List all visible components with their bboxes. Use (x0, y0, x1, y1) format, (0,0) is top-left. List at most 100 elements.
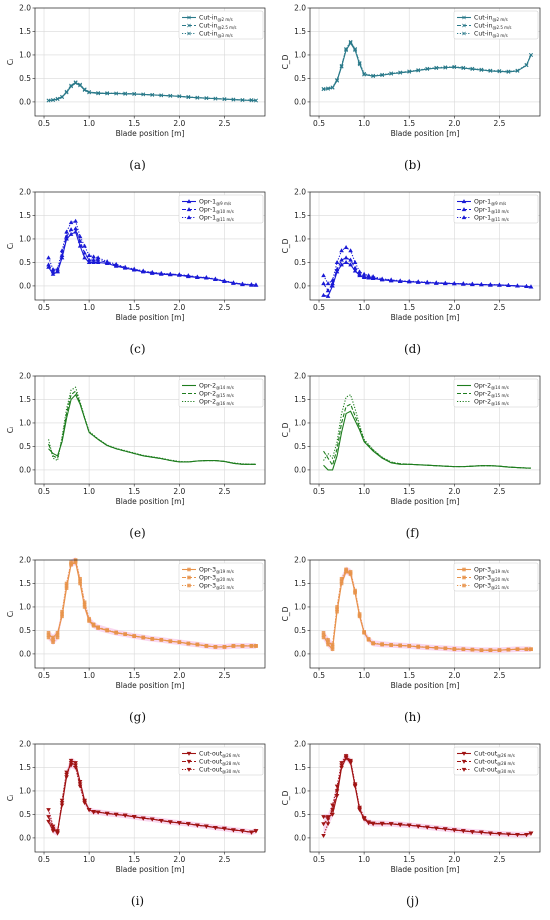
x-tick-label: 1.0 (83, 303, 95, 312)
data-point (46, 633, 51, 637)
series-line (323, 393, 531, 469)
x-tick-label: 2.5 (493, 855, 505, 864)
data-point (398, 643, 402, 648)
data-point (186, 273, 191, 278)
data-point (87, 90, 92, 94)
series-1 (46, 226, 259, 287)
data-point (321, 86, 326, 91)
data-point (497, 648, 502, 652)
data-point (343, 754, 349, 759)
data-point (470, 830, 475, 835)
data-point (186, 94, 191, 99)
data-point (343, 260, 349, 265)
data-point (46, 819, 51, 824)
x-tick-label: 0.5 (38, 855, 50, 864)
data-point (343, 245, 349, 250)
panel-caption: (i) (130, 894, 145, 908)
data-point (352, 265, 358, 270)
data-point (370, 274, 376, 279)
data-point (95, 257, 101, 262)
y-axis-label: Cₗ (6, 59, 15, 65)
data-point (91, 622, 96, 627)
x-tick-label: 1.5 (403, 855, 415, 864)
data-point (105, 91, 110, 95)
data-point (415, 279, 421, 284)
series-line (323, 403, 531, 469)
data-point (357, 271, 362, 276)
legend-marker (187, 567, 191, 572)
x-tick-label: 2.5 (493, 487, 505, 496)
data-point (113, 812, 119, 817)
data-point (46, 808, 51, 813)
panel-caption: (a) (129, 158, 146, 172)
data-point (425, 66, 430, 71)
data-point (452, 64, 457, 69)
data-point (488, 648, 493, 652)
y-tick-label: 1.0 (294, 235, 306, 244)
data-point (177, 821, 182, 826)
data-point (64, 89, 69, 94)
data-point (68, 761, 74, 766)
series-line (48, 559, 256, 648)
y-tick-label: 1.0 (294, 419, 306, 428)
chart-panel-e: 0.5 1.0 1.5 2.0 2.5 0.0 0.5 1.0 1.5 2.0 Blade posi… (0, 368, 275, 552)
data-point (69, 83, 73, 88)
legend-entry: Cut-out@30 m/s (199, 767, 240, 774)
x-tick-label: 0.5 (313, 487, 325, 496)
x-tick-label: 1.5 (128, 855, 140, 864)
legend-box (178, 746, 264, 776)
data-point (334, 269, 340, 274)
x-tick-label: 2.5 (218, 487, 230, 496)
chart-panel-c: 0.5 1.0 1.5 2.0 2.5 0.0 0.5 1.0 1.5 2.0 Blade posi… (0, 184, 275, 368)
data-point (335, 609, 339, 614)
y-tick-label: 0.5 (19, 74, 31, 83)
legend-entry: Opr-1@9 m/s (474, 199, 506, 206)
series-2 (321, 245, 534, 289)
data-point (407, 69, 412, 74)
data-point (424, 825, 430, 830)
legend-entry: Opr-1@10 m/s (474, 207, 509, 214)
data-point (442, 280, 448, 285)
data-point (177, 94, 182, 99)
data-point (506, 832, 511, 837)
legend-entry: Cut-in@2 m/s (199, 15, 233, 22)
data-point (55, 831, 60, 836)
data-point (140, 268, 146, 273)
data-point (73, 226, 78, 231)
data-point (51, 635, 55, 640)
data-point (204, 96, 209, 101)
data-point (334, 789, 340, 794)
y-tick-label: 0.0 (294, 466, 306, 475)
y-tick-label: 0.0 (19, 650, 31, 659)
data-point (488, 831, 493, 836)
data-point (150, 637, 155, 641)
y-tick-label: 2.0 (294, 188, 306, 197)
data-point (159, 93, 164, 98)
data-point (339, 576, 344, 581)
data-point (334, 260, 340, 265)
data-point (371, 73, 376, 78)
data-point (335, 605, 339, 609)
y-tick-label: 1.0 (294, 603, 306, 612)
legend-marker (187, 23, 191, 28)
data-point (424, 279, 430, 284)
series-line (323, 754, 532, 836)
legend-entry: Cut-in@2.5 m/s (199, 23, 237, 30)
panel-caption: (e) (129, 526, 146, 540)
data-point (231, 828, 236, 833)
series-2 (321, 754, 534, 838)
y-tick-label: 2.0 (294, 372, 306, 381)
data-point (443, 646, 448, 651)
y-tick-label: 1.0 (19, 787, 31, 796)
data-point (479, 282, 484, 287)
legend-entry: Opr-2@14 m/s (474, 383, 509, 390)
panel-caption: (d) (403, 342, 422, 356)
data-point (122, 264, 128, 269)
data-point (524, 62, 529, 67)
y-axis-label: Cₗ (6, 427, 15, 433)
x-axis-label: Blade position [m] (391, 313, 460, 322)
data-point (82, 801, 87, 806)
data-point (122, 813, 128, 818)
data-point (397, 822, 403, 827)
